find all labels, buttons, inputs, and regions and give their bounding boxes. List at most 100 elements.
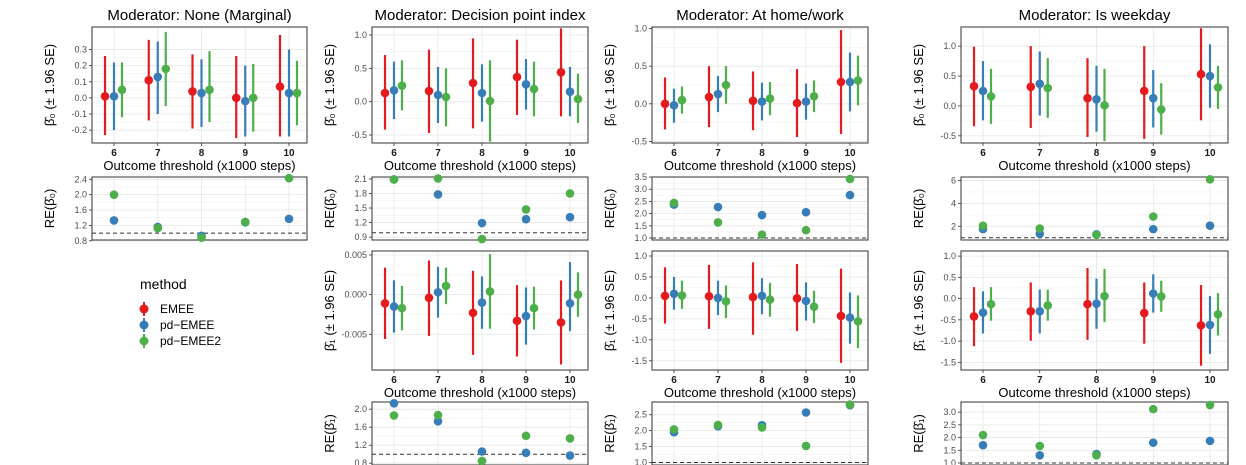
x-tick-label: 9 (523, 148, 529, 159)
y-tick-label: 4 (951, 198, 956, 208)
y-tick-label: 2.0 (354, 404, 367, 414)
y-tick-label: 0.8 (354, 458, 367, 465)
point-pd-emee (713, 293, 723, 303)
point-pd-emee (1205, 436, 1215, 446)
y-tick-label: 2.0 (74, 190, 87, 200)
panel-border (960, 401, 1229, 465)
point-emee (792, 294, 802, 303)
point-pd-emee2 (757, 230, 767, 239)
point-pd-emee2 (677, 291, 687, 300)
y-tick-label: 0.005 (344, 250, 367, 260)
point-pd-emee (801, 296, 811, 306)
y-tick-label: 1.2 (354, 218, 367, 228)
point-pd-emee2 (248, 93, 258, 103)
y-tick-label: -1.0 (631, 335, 647, 345)
point-pd-emee2 (1035, 441, 1045, 451)
panel-background (92, 177, 307, 240)
point-pd-emee2 (1092, 230, 1101, 240)
y-axis-label: β̂₁ (± 1.96 SE) (322, 270, 337, 351)
x-tick-label: 6 (671, 375, 677, 386)
panel-border (960, 26, 1229, 144)
point-pd-emee (521, 448, 531, 458)
point-emee (275, 82, 285, 91)
point-pd-emee2 (521, 431, 531, 441)
y-axis-label: β̂₀ (± 1.96 SE) (911, 44, 926, 126)
y-tick-label: 0.9 (354, 232, 367, 242)
point-pd-emee2 (485, 287, 495, 296)
point-pd-emee2 (757, 423, 767, 432)
point-pd-emee (1035, 79, 1045, 89)
point-pd-emee (284, 88, 294, 98)
x-tick-label: 10 (1204, 148, 1216, 159)
point-pd-emee (565, 87, 575, 96)
y-tick-label: 0.1 (74, 77, 87, 87)
legend-key-point (139, 320, 149, 330)
y-tick-label: -0.5 (631, 136, 647, 146)
point-emee (144, 75, 154, 85)
y-tick-label: 1.5 (354, 203, 367, 213)
point-pd-emee2 (669, 425, 679, 434)
point-pd-emee2 (240, 217, 250, 227)
y-tick-label: 1.6 (354, 422, 367, 432)
point-pd-emee2 (153, 223, 163, 233)
point-pd-emee2 (117, 85, 127, 95)
column-title: Moderator: Is weekday (1019, 7, 1171, 24)
point-emee (1083, 93, 1092, 103)
y-tick-label: 2.5 (943, 420, 956, 430)
panel-background (372, 251, 588, 370)
panel-background (372, 177, 588, 240)
panel-re_beta1-col1: 0.8 1.2 1.6 2.0 RE(β̂₁) (322, 399, 589, 465)
y-axis-label: β̂₀ (± 1.96 SE) (602, 44, 617, 126)
point-pd-emee2 (845, 400, 855, 409)
point-pd-emee2 (441, 281, 451, 291)
point-pd-emee (845, 77, 855, 87)
panel-background (961, 251, 1228, 370)
x-tick-label: 7 (1037, 148, 1043, 159)
point-emee (748, 292, 758, 302)
point-pd-emee (197, 88, 206, 98)
point-pd-emee2 (713, 218, 723, 227)
y-tick-label: 2.0 (634, 209, 647, 219)
y-tick-label: 1.0 (943, 251, 956, 261)
point-pd-emee2 (397, 81, 407, 90)
legend: method EMEE pd−EMEE pd−EMEE2 (139, 276, 221, 348)
y-axis-label: RE(β̂₀) (602, 189, 617, 229)
point-pd-emee (801, 207, 811, 217)
legend-title: method (140, 276, 187, 292)
y-tick-label: 0.000 (344, 290, 367, 300)
point-pd-emee (713, 89, 723, 99)
point-emee (1196, 321, 1206, 330)
point-pd-emee2 (853, 76, 863, 85)
y-tick-label: -0.005 (341, 329, 367, 339)
y-tick-label: 0.5 (634, 61, 647, 71)
legend-label: pd−EMEE (160, 318, 214, 332)
y-tick-label: 1.0 (943, 41, 956, 51)
y-tick-label: 0.0 (943, 101, 956, 111)
y-tick-label: -0.2 (71, 125, 87, 135)
y-tick-label: -0.5 (351, 130, 367, 140)
y-axis-label: RE(β̂₀) (42, 189, 57, 229)
point-pd-emee (669, 289, 679, 299)
x-tick-label: 7 (715, 148, 721, 159)
y-tick-label: 0.0 (634, 293, 647, 303)
point-pd-emee2 (1205, 400, 1215, 410)
x-axis-label: Outcome threshold (x1000 steps) (384, 158, 576, 173)
point-pd-emee (1035, 451, 1045, 460)
point-emee (424, 293, 434, 303)
panel-border (651, 401, 869, 465)
x-tick-label: 9 (242, 148, 248, 159)
legend-label: pd−EMEE2 (160, 334, 221, 348)
legend-label: EMEE (160, 302, 194, 316)
y-tick-label: 0.0 (634, 99, 647, 109)
point-pd-emee (433, 90, 443, 100)
x-tick-label: 7 (435, 375, 441, 386)
x-axis-label: Outcome threshold (x1000 steps) (103, 158, 295, 173)
point-pd-emee2 (801, 441, 811, 451)
point-pd-emee (1148, 93, 1158, 103)
y-tick-label: 2.1 (354, 174, 367, 184)
point-pd-emee2 (986, 92, 996, 101)
panel-re_beta0-col2: 1.0 1.5 2.0 2.5 3.0 3.5 RE(β̂₀) (602, 172, 869, 243)
panel-beta0-col0: -0.2 -0.1 0.0 0.1 0.2 0.3 β̂₀ (± 1.96 SE) 6 7 8 9 1… (42, 26, 308, 173)
panel-border (91, 26, 308, 144)
x-tick-label: 6 (980, 148, 986, 159)
